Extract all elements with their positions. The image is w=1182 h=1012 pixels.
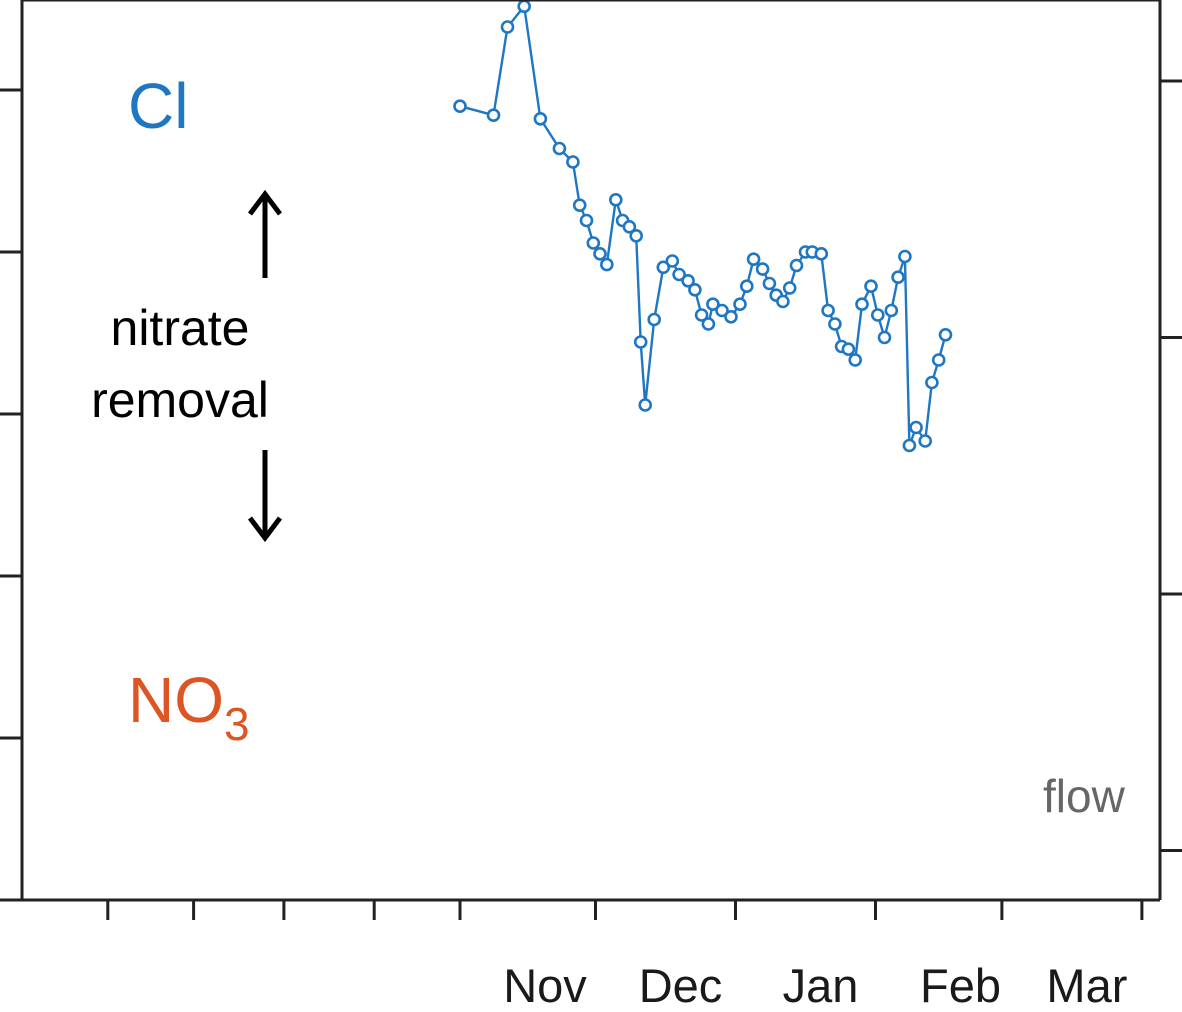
cl-point	[855, 297, 869, 312]
cl-point	[706, 297, 720, 312]
cl-point	[776, 294, 790, 309]
cl-point	[715, 303, 729, 318]
cl-line	[459, 5, 947, 447]
cl-point	[486, 108, 501, 122]
x-tick-label: Nov	[503, 959, 587, 1012]
cl-point	[848, 353, 863, 367]
cl-point	[533, 112, 548, 126]
cl-point	[694, 308, 709, 322]
cl-point	[902, 438, 917, 453]
x-tick-label: Dec	[639, 959, 723, 1012]
cl-point	[789, 258, 804, 273]
cl-point	[814, 247, 829, 261]
nitrate-annotation: nitrate	[111, 300, 250, 356]
cl-point	[552, 141, 567, 156]
cl-point	[733, 297, 747, 312]
cl-point	[608, 193, 623, 207]
cl-point	[599, 257, 614, 272]
cl-point	[701, 317, 716, 331]
cl-series	[453, 0, 953, 453]
cl-point	[453, 99, 467, 113]
cl-point	[647, 312, 662, 327]
cl-point	[918, 434, 933, 448]
axes-layer	[20, 0, 1162, 902]
cl-point	[884, 303, 899, 318]
up-arrow-icon	[248, 189, 282, 278]
cl-point	[746, 252, 761, 267]
cl-point	[638, 398, 653, 412]
cl-point	[909, 420, 923, 435]
cl-point	[579, 213, 594, 228]
cl-point	[724, 309, 738, 324]
cl-point	[633, 335, 648, 349]
x-tick-label: Feb	[920, 959, 1001, 1012]
down-arrow-icon	[248, 450, 282, 543]
cl-point	[739, 279, 754, 294]
cl-point	[755, 262, 770, 276]
cl-point	[891, 270, 905, 285]
cl-point	[622, 220, 637, 234]
cl-point	[828, 317, 842, 331]
cl-point	[500, 20, 515, 34]
ticks-layer: NovDecJanFebMarApr	[0, 79, 1182, 1012]
cl-point	[925, 375, 939, 390]
label-layer: Cl NO3 flow nitrate removal	[91, 70, 1126, 822]
series-layer	[453, 0, 953, 453]
no3-label-subscript: 3	[224, 698, 250, 750]
cl-point	[688, 282, 702, 297]
cl-point	[572, 198, 587, 212]
cl-point	[586, 236, 601, 250]
cl-point	[938, 327, 953, 342]
x-tick-label: Mar	[1046, 959, 1127, 1012]
x-tick-label: Jan	[783, 959, 859, 1012]
cl-point	[656, 260, 671, 275]
cl-point	[629, 229, 644, 243]
flow-label: flow	[1043, 770, 1126, 822]
cl-point	[877, 330, 892, 345]
cl-point	[672, 267, 686, 282]
cl-point	[931, 353, 946, 367]
cl-point	[681, 273, 695, 288]
cl-point	[898, 249, 912, 264]
cl-point	[841, 342, 856, 357]
cl-point	[864, 279, 878, 294]
cl-point	[762, 276, 777, 291]
cl-point	[665, 254, 680, 268]
cl-point	[821, 303, 835, 318]
removal-annotation: removal	[91, 372, 269, 428]
no3-label-main: NO	[128, 664, 224, 736]
cl-point	[593, 247, 607, 261]
cl-point	[566, 155, 580, 169]
cl-point	[517, 0, 531, 14]
cl-point	[782, 281, 797, 295]
cl-point	[870, 308, 885, 322]
no3-series-label: NO3	[128, 664, 250, 750]
cl-series-label: Cl	[128, 70, 188, 142]
